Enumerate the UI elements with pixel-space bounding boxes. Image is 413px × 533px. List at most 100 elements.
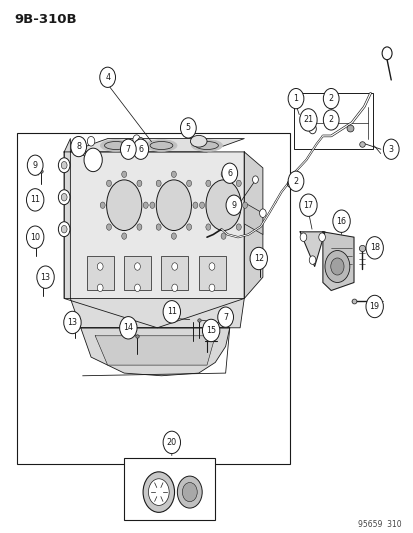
Circle shape <box>106 224 111 230</box>
Bar <box>124 458 215 520</box>
Circle shape <box>106 180 111 187</box>
Polygon shape <box>299 232 324 266</box>
Circle shape <box>150 202 154 208</box>
Polygon shape <box>81 328 229 376</box>
Circle shape <box>199 202 204 208</box>
Circle shape <box>143 202 148 208</box>
Circle shape <box>252 176 258 183</box>
Text: 2: 2 <box>328 94 333 103</box>
Circle shape <box>171 284 177 292</box>
Circle shape <box>259 209 266 217</box>
Circle shape <box>121 171 126 177</box>
Circle shape <box>202 319 219 342</box>
Circle shape <box>61 193 67 201</box>
Bar <box>124 256 151 290</box>
Circle shape <box>180 118 196 138</box>
Text: 19: 19 <box>369 302 379 311</box>
Polygon shape <box>244 152 262 298</box>
Circle shape <box>299 109 316 131</box>
Circle shape <box>332 210 349 232</box>
Ellipse shape <box>190 135 206 147</box>
Circle shape <box>299 194 316 216</box>
Circle shape <box>205 180 210 187</box>
Circle shape <box>100 67 115 87</box>
Text: 9: 9 <box>231 201 236 209</box>
Text: 9: 9 <box>33 161 38 169</box>
Circle shape <box>287 171 303 191</box>
Circle shape <box>318 233 325 241</box>
Bar <box>17 133 289 464</box>
Text: 4: 4 <box>105 73 110 82</box>
Circle shape <box>97 284 103 292</box>
Circle shape <box>365 295 382 318</box>
Circle shape <box>84 148 102 172</box>
Text: 14: 14 <box>123 324 133 332</box>
Text: 13: 13 <box>67 318 77 327</box>
Text: 21: 21 <box>303 116 313 124</box>
Text: 16: 16 <box>336 217 346 225</box>
Circle shape <box>137 138 144 146</box>
Circle shape <box>192 202 197 208</box>
Circle shape <box>133 139 148 159</box>
Bar <box>161 256 188 290</box>
Circle shape <box>221 163 237 183</box>
Circle shape <box>330 258 343 275</box>
Circle shape <box>186 180 191 187</box>
Text: 8: 8 <box>76 142 81 151</box>
Circle shape <box>26 226 44 248</box>
Circle shape <box>309 256 315 264</box>
Circle shape <box>58 222 70 237</box>
Circle shape <box>156 180 161 187</box>
Polygon shape <box>322 232 353 290</box>
Circle shape <box>177 476 202 508</box>
Circle shape <box>324 251 349 282</box>
Text: 7: 7 <box>223 313 228 321</box>
Circle shape <box>156 224 161 230</box>
Text: 12: 12 <box>253 254 263 263</box>
Circle shape <box>299 233 306 241</box>
Circle shape <box>37 266 54 288</box>
Circle shape <box>205 224 210 230</box>
Text: 6: 6 <box>227 169 232 177</box>
Circle shape <box>163 301 180 323</box>
Circle shape <box>134 284 140 292</box>
Text: 5: 5 <box>185 124 190 132</box>
Circle shape <box>382 139 398 159</box>
Text: 3: 3 <box>388 145 393 154</box>
Circle shape <box>143 472 174 512</box>
Circle shape <box>217 307 233 327</box>
Circle shape <box>120 139 136 159</box>
Circle shape <box>71 136 86 157</box>
Circle shape <box>61 225 67 233</box>
Circle shape <box>209 284 214 292</box>
Text: 18: 18 <box>369 244 379 252</box>
Ellipse shape <box>106 180 141 230</box>
Text: 10: 10 <box>30 233 40 241</box>
Ellipse shape <box>191 140 222 151</box>
Circle shape <box>61 161 67 169</box>
Circle shape <box>137 180 142 187</box>
Text: 7: 7 <box>126 145 131 154</box>
Circle shape <box>64 311 81 334</box>
Circle shape <box>236 180 241 187</box>
Polygon shape <box>70 298 244 328</box>
Text: 1: 1 <box>293 94 298 103</box>
Text: 13: 13 <box>40 273 50 281</box>
Circle shape <box>163 431 180 454</box>
Text: 17: 17 <box>303 201 313 209</box>
Circle shape <box>223 169 228 175</box>
Circle shape <box>26 189 44 211</box>
Circle shape <box>242 202 247 208</box>
Circle shape <box>236 224 241 230</box>
Polygon shape <box>70 139 244 152</box>
Text: 11: 11 <box>166 308 176 316</box>
Circle shape <box>58 158 70 173</box>
Text: 95659  310: 95659 310 <box>357 520 401 529</box>
Circle shape <box>225 195 241 215</box>
Text: 11: 11 <box>30 196 40 204</box>
Text: 15: 15 <box>206 326 216 335</box>
Circle shape <box>171 263 177 270</box>
Circle shape <box>221 171 225 177</box>
Bar <box>87 256 114 290</box>
Polygon shape <box>64 139 70 298</box>
